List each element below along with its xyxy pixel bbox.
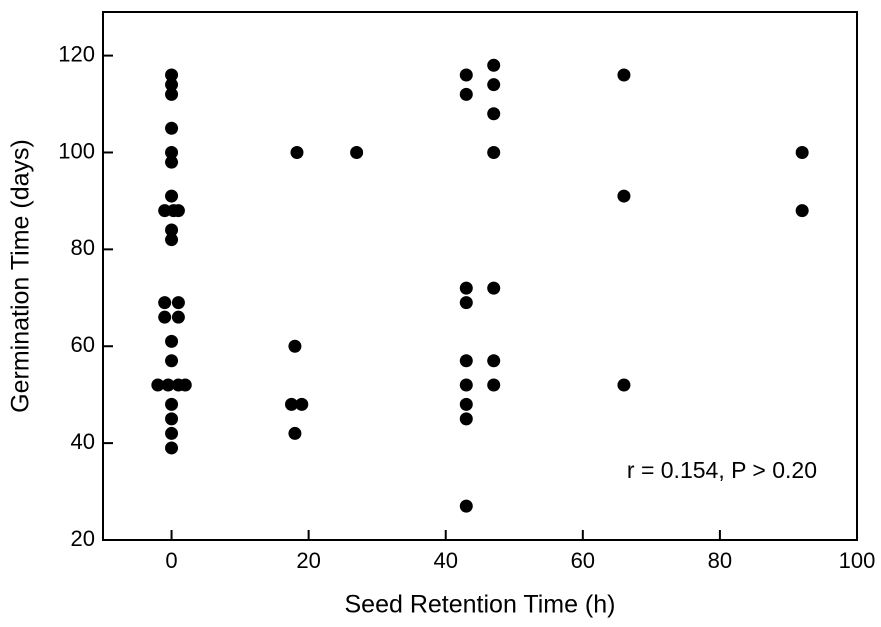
point [165,426,179,440]
point [165,121,179,135]
plot-frame [102,11,858,541]
y-tick-label: 40 [71,429,95,454]
point [459,87,473,101]
point [295,397,309,411]
point [165,189,179,203]
y-axis-label: Germination Time (days) [7,139,35,413]
point [171,310,185,324]
point [161,378,175,392]
point [165,354,179,368]
point [165,68,179,82]
point [350,145,364,159]
point [165,441,179,455]
point [487,281,501,295]
point [165,397,179,411]
x-tick-label: 40 [433,548,457,573]
point [288,426,302,440]
point [487,78,501,92]
y-tick-label: 20 [71,526,95,551]
point [151,378,165,392]
point [459,412,473,426]
point [285,397,298,411]
x-tick-label: 60 [571,548,595,573]
x-tick-label: 0 [165,548,177,573]
point [617,189,631,203]
point [165,223,179,237]
point [459,68,473,82]
y-tick-label: 100 [58,138,95,163]
point [487,354,501,368]
point [171,204,185,218]
point [171,296,185,310]
y-tick-label: 60 [71,332,95,357]
point [178,378,192,392]
point [165,155,179,169]
point [487,107,501,121]
point [165,233,179,247]
point [487,58,501,72]
point [459,281,473,295]
point [158,310,172,324]
point [617,378,631,392]
annotation: r = 0.154, P > 0.20 [627,457,817,483]
point [158,204,172,218]
point [165,145,179,159]
point [617,68,631,82]
x-tick-label: 100 [839,548,876,573]
x-tick-label: 80 [708,548,732,573]
point [795,145,809,159]
x-axis-label: Seed Retention Time (h) [345,591,616,619]
point [459,397,473,411]
x-tick-label: 20 [296,548,320,573]
point [165,78,179,92]
point [165,87,179,101]
point [459,378,473,392]
point [487,378,501,392]
point [288,339,302,353]
point [165,334,179,348]
point [795,204,809,218]
point [290,145,304,159]
point [459,499,473,513]
point [487,145,501,159]
y-tick-label: 120 [58,41,95,66]
point [165,412,179,426]
point [158,296,172,310]
point [459,354,473,368]
y-tick-label: 80 [71,235,95,260]
point [459,296,473,310]
